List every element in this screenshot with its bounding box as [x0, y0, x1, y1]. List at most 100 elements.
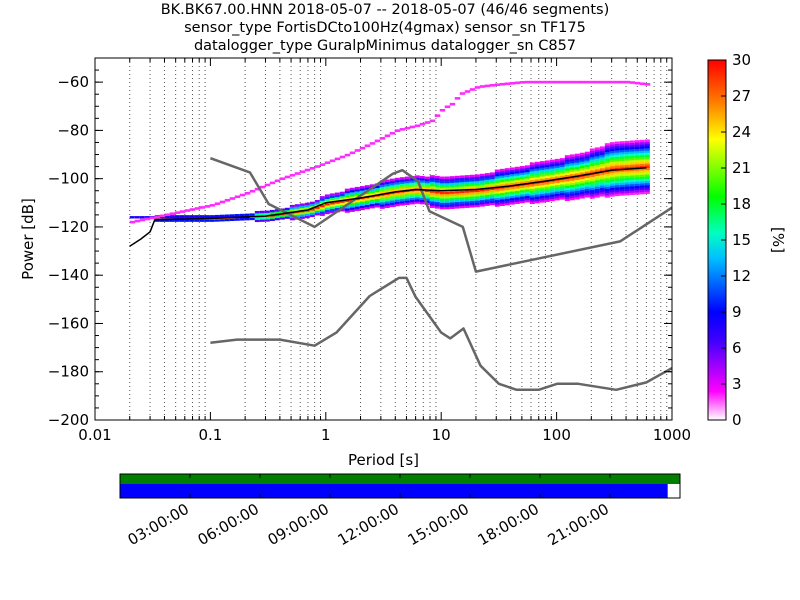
psd-cell [379, 191, 385, 194]
psd-cell [444, 204, 450, 208]
colorbar-tick-label: 18 [732, 195, 751, 213]
psd-cell [294, 204, 300, 207]
psd-cell [264, 219, 270, 222]
psd-cell [544, 192, 550, 196]
psd-cell [614, 178, 620, 181]
psd-cell [449, 202, 455, 205]
psd-cell [509, 182, 515, 186]
psd-cell [494, 182, 500, 185]
psd-cell [439, 202, 445, 206]
psd-cell [609, 187, 615, 191]
psd-cell [384, 205, 390, 208]
psd-cell [554, 184, 560, 188]
psd-cell [639, 170, 645, 173]
psd-cell [609, 166, 615, 169]
psd-cell [579, 152, 585, 156]
psd-cell [344, 199, 350, 202]
psd-cell [329, 208, 335, 212]
psd-cell [634, 187, 640, 191]
psd-cell [554, 171, 560, 175]
psd-cell [399, 185, 405, 189]
psd-cell [574, 164, 580, 167]
psd-cell [399, 192, 405, 195]
psd-cell [609, 157, 615, 160]
psd-cell [504, 187, 510, 191]
psd-cell [519, 198, 525, 202]
y-tick-label: −120 [48, 218, 89, 236]
psd-cell [479, 188, 485, 192]
psd-cell [379, 182, 385, 185]
psd-cell [594, 158, 600, 161]
psd-cell [309, 166, 316, 170]
psd-cell [399, 181, 405, 184]
psd-cell [379, 206, 385, 209]
psd-cell [529, 166, 535, 170]
psd-cell [509, 169, 515, 173]
psd-cell [389, 189, 395, 192]
psd-cell [604, 193, 610, 196]
psd-cell [614, 189, 620, 192]
psd-cell [459, 184, 465, 187]
psd-cell [559, 190, 565, 194]
psd-cell [469, 179, 475, 182]
psd-cell [464, 205, 470, 208]
psd-cell [609, 152, 615, 156]
psd-cell [624, 182, 630, 185]
psd-cell [354, 208, 360, 212]
psd-cell [309, 201, 315, 205]
psd-cell [444, 180, 450, 184]
psd-cell [579, 193, 585, 197]
psd-cell [494, 202, 500, 205]
psd-cell [329, 202, 335, 205]
psd-cell [609, 80, 616, 84]
psd-cell [494, 180, 500, 183]
psd-cell [424, 178, 430, 182]
psd-cell [184, 216, 190, 219]
psd-cell [454, 180, 460, 183]
psd-cell [569, 186, 575, 190]
psd-cell [484, 183, 490, 187]
psd-cell [539, 167, 545, 171]
psd-cell [469, 202, 475, 206]
psd-cell [589, 185, 595, 188]
psd-cell [624, 179, 630, 183]
psd-cell [549, 192, 555, 195]
psd-cell [619, 145, 625, 148]
psd-cell [179, 219, 185, 222]
psd-cell [504, 196, 510, 199]
psd-cell [609, 176, 615, 180]
psd-cell [364, 144, 371, 148]
psd-cell [579, 163, 585, 166]
psd-cell [204, 219, 210, 222]
psd-cell [544, 190, 550, 194]
psd-cell [429, 199, 435, 202]
psd-cell [599, 155, 605, 158]
time-tick-label: 18:00:00 [475, 500, 542, 549]
psd-cell [499, 177, 505, 180]
psd-cell [314, 206, 320, 209]
psd-cell [644, 172, 650, 175]
psd-cell [629, 190, 635, 193]
psd-cell [489, 84, 496, 87]
psd-cell [434, 197, 440, 200]
psd-cell [429, 203, 435, 206]
psd-cell [454, 193, 460, 196]
psd-cell [614, 169, 620, 173]
psd-cell [289, 209, 295, 212]
psd-cell [559, 164, 565, 168]
psd-cell [624, 160, 630, 163]
psd-cell [589, 181, 595, 184]
psd-cell [239, 193, 246, 197]
psd-cell [394, 188, 400, 192]
psd-cell [309, 203, 315, 207]
psd-cell [639, 165, 645, 169]
colorbar-tick-label: 21 [732, 159, 751, 177]
psd-cell [334, 194, 340, 198]
psd-cell [429, 192, 435, 195]
psd-cell [644, 174, 650, 177]
psd-cell [319, 198, 325, 201]
psd-cell [459, 201, 465, 204]
psd-cell [274, 211, 280, 214]
psd-cell [529, 171, 535, 174]
psd-cell [624, 166, 630, 170]
